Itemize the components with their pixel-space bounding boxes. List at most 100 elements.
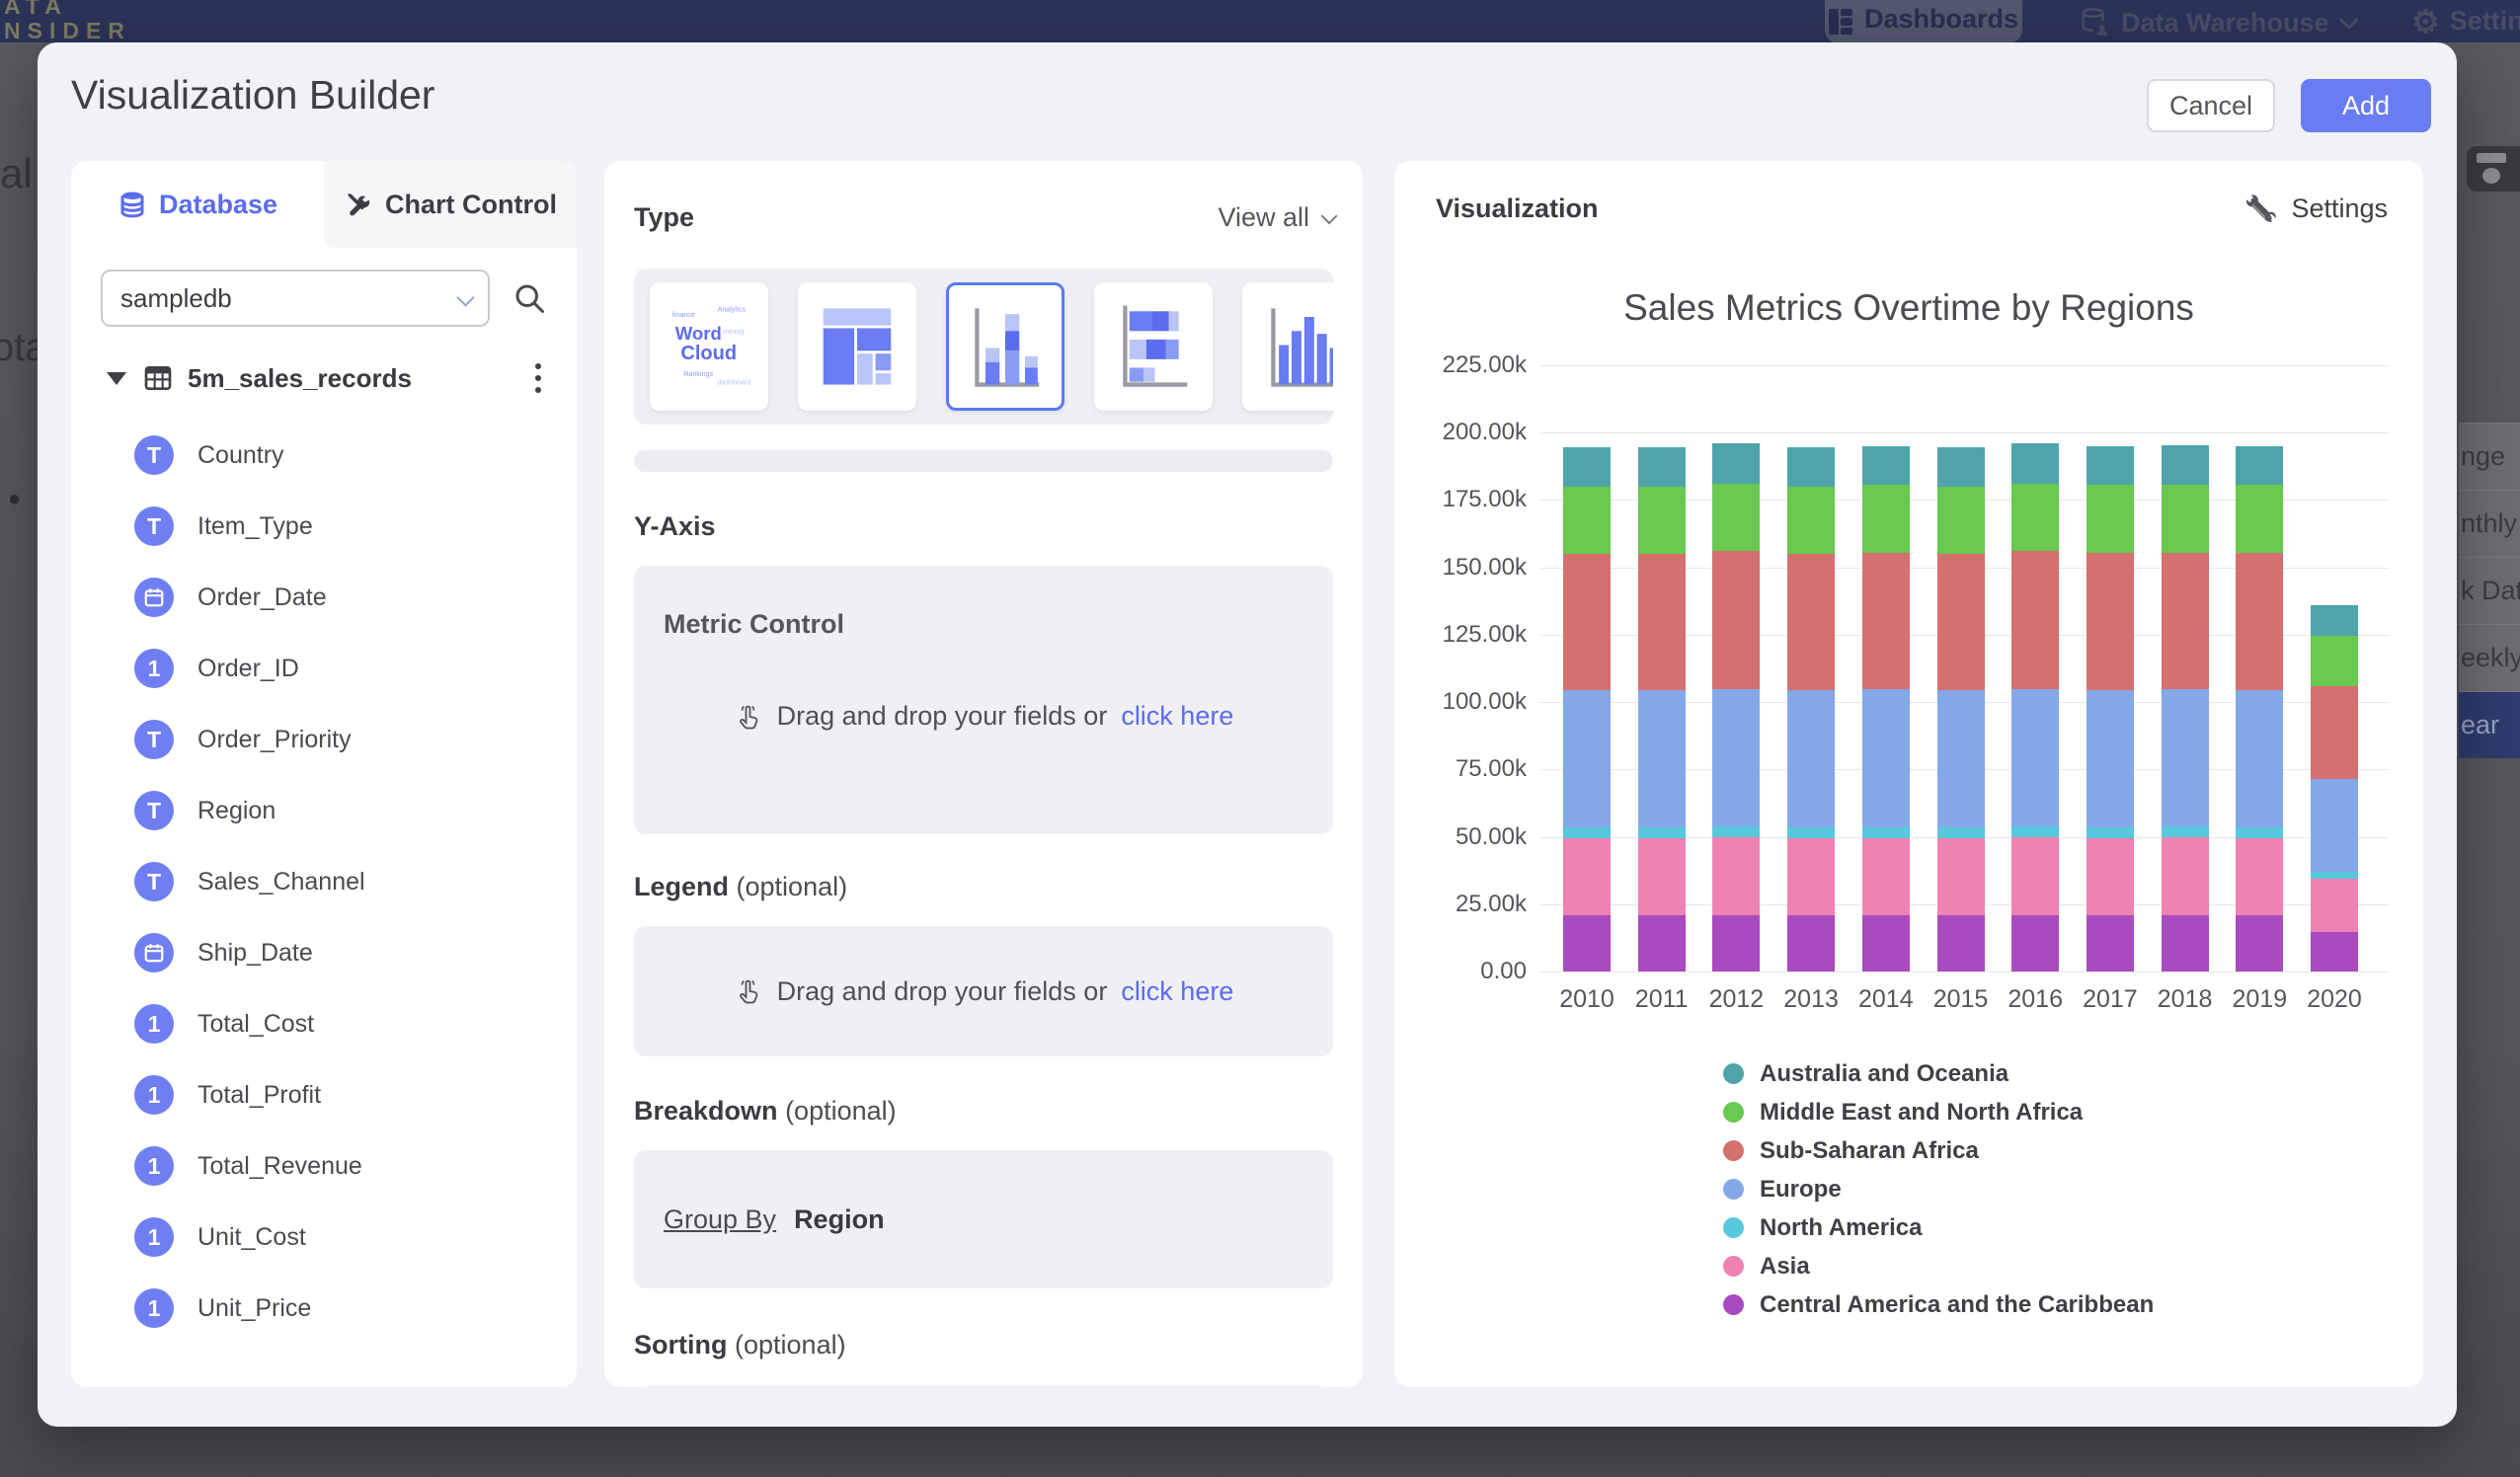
bar-segment[interactable] [2086,827,2134,838]
bar-segment[interactable] [1563,486,1611,555]
bar-segment[interactable] [2311,636,2358,686]
breakdown-dropzone[interactable]: Group By Region [634,1150,1333,1288]
bar-segment[interactable] [2011,914,2060,972]
field-item-unit_cost[interactable]: 1 Unit_Cost [71,1202,577,1273]
bar-segment[interactable] [2236,914,2284,972]
chart-type-scrollbar[interactable] [634,450,1333,472]
bar-segment[interactable] [2236,445,2284,486]
bar-segment[interactable] [1936,554,1985,690]
bar-segment[interactable] [1563,554,1611,690]
field-item-total_revenue[interactable]: 1 Total_Revenue [71,1130,577,1202]
bar-segment[interactable] [1712,484,1761,552]
bar-segment[interactable] [1637,914,1686,972]
bar-segment[interactable] [2236,827,2284,838]
bar-segment[interactable] [1712,443,1761,485]
nav-item-settings[interactable]: ⚙ Settin [2411,6,2520,38]
bar-segment[interactable] [1637,486,1686,555]
legend-item[interactable]: Asia [1723,1253,2154,1280]
chart-settings-button[interactable]: Settings [2245,193,2388,224]
bar-segment[interactable] [1861,688,1910,828]
kebab-menu-icon[interactable] [535,363,543,393]
legend-item[interactable]: Sub-Saharan Africa [1723,1137,2154,1164]
bar-segment[interactable] [1787,837,1836,915]
bar-segment[interactable] [1563,689,1611,828]
field-item-total_profit[interactable]: 1 Total_Profit [71,1059,577,1130]
bar-segment[interactable] [2011,836,2060,915]
tab-chart-control[interactable]: Chart Control [324,161,577,248]
bar-segment[interactable] [2311,604,2358,637]
bar-segment[interactable] [2236,837,2284,915]
bar-segment[interactable] [1861,837,1910,915]
chart-type-card-word-cloud[interactable]: Word Cloud finance Analytics mining Rankings d… [650,282,768,411]
bar-segment[interactable] [1712,836,1761,915]
bar-segment[interactable] [1563,447,1611,487]
bar-segment[interactable] [1637,447,1686,487]
legend-item[interactable]: Australia and Oceania [1723,1060,2154,1087]
stacked-bar-2017[interactable] [2086,445,2134,972]
stacked-bar-2010[interactable] [1563,447,1611,972]
metric-control-dropzone[interactable]: Metric Control Drag and drop your fields… [634,566,1333,834]
bar-segment[interactable] [2311,778,2358,873]
bar-segment[interactable] [2086,445,2134,486]
bar-segment[interactable] [2311,872,2358,879]
legend-click-here-link[interactable]: click here [1121,975,1234,1006]
chart-type-card-stacked-column[interactable] [946,282,1064,411]
sorting-dropzone[interactable]: Data RangeAscending [634,1386,1333,1387]
bar-segment[interactable] [2161,836,2209,915]
bar-segment[interactable] [1936,447,1985,487]
bar-segment[interactable] [2161,825,2209,837]
bar-segment[interactable] [1712,825,1761,837]
legend-item[interactable]: North America [1723,1214,2154,1241]
add-button[interactable]: Add [2301,79,2431,132]
bar-segment[interactable] [1712,688,1761,826]
save-icon[interactable] [2467,146,2520,192]
bar-segment[interactable] [2011,551,2060,689]
bar-segment[interactable] [1637,837,1686,915]
view-all-dropdown[interactable]: View all [1218,202,1338,233]
metric-click-here-link[interactable]: click here [1121,701,1234,731]
nav-item-dashboards[interactable]: Dashboards [1825,0,2022,43]
bar-segment[interactable] [1861,552,1910,689]
legend-item[interactable]: Middle East and North Africa [1723,1099,2154,1126]
bar-segment[interactable] [1787,689,1836,828]
bar-segment[interactable] [1787,554,1836,690]
bar-segment[interactable] [1787,914,1836,972]
group-by-link[interactable]: Group By [664,1204,777,1234]
bar-segment[interactable] [2311,878,2358,933]
bar-segment[interactable] [1637,554,1686,690]
stacked-bar-2016[interactable] [2011,443,2060,972]
field-item-order_id[interactable]: 1 Order_ID [71,633,577,704]
bar-segment[interactable] [2086,552,2134,690]
bar-segment[interactable] [1637,827,1686,838]
field-item-unit_price[interactable]: 1 Unit_Price [71,1273,577,1344]
bar-segment[interactable] [2011,825,2060,837]
field-item-item_type[interactable]: T Item_Type [71,491,577,562]
bar-segment[interactable] [2236,689,2284,828]
bar-segment[interactable] [1861,827,1910,838]
bar-segment[interactable] [1563,827,1611,838]
stacked-bar-2014[interactable] [1861,445,1910,972]
bar-segment[interactable] [1637,689,1686,828]
chart-type-card-stacked-bar[interactable] [1094,282,1213,411]
bar-segment[interactable] [1861,445,1910,486]
bar-segment[interactable] [1936,689,1985,828]
bar-segment[interactable] [1936,827,1985,838]
cancel-button[interactable]: Cancel [2147,79,2275,132]
bar-segment[interactable] [2011,443,2060,485]
bar-segment[interactable] [1861,485,1910,553]
bar-segment[interactable] [1787,447,1836,487]
database-select[interactable]: sampledb [101,270,490,327]
bar-segment[interactable] [1787,827,1836,838]
bar-segment[interactable] [1712,551,1761,689]
bar-segment[interactable] [2161,552,2209,689]
bar-segment[interactable] [1563,914,1611,972]
tab-database[interactable]: Database [71,161,324,248]
bar-segment[interactable] [2161,444,2209,486]
bar-segment[interactable] [2086,914,2134,972]
bar-segment[interactable] [2311,932,2358,972]
bar-segment[interactable] [2086,689,2134,828]
bar-segment[interactable] [2161,914,2209,972]
bar-segment[interactable] [1861,914,1910,972]
stacked-bar-2011[interactable] [1637,447,1686,972]
chart-type-card-column[interactable] [1242,282,1333,411]
